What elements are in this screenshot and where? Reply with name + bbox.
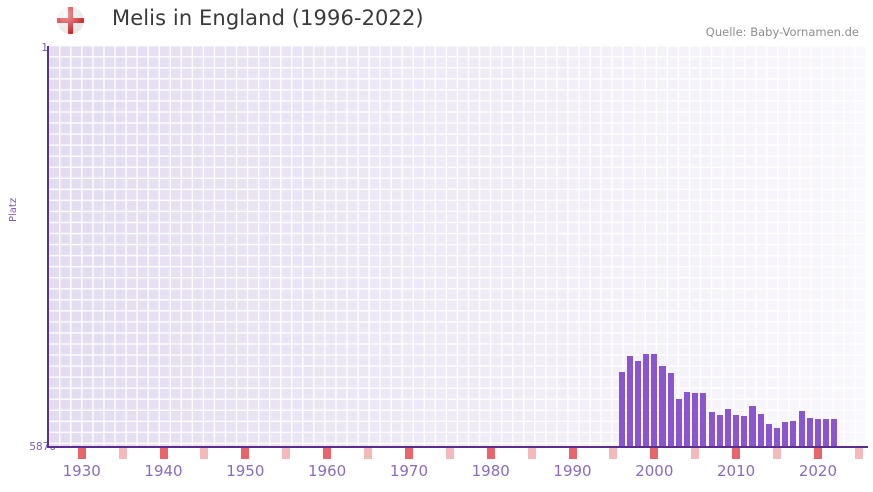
x-axis-minor-tick <box>118 448 127 459</box>
x-axis-minor-tick <box>200 448 209 459</box>
bar <box>741 416 748 446</box>
bar <box>700 392 707 446</box>
bar <box>692 392 699 446</box>
bar <box>798 410 805 446</box>
bar <box>790 421 797 446</box>
x-axis-major-tick <box>404 448 413 459</box>
england-flag-icon <box>57 7 84 34</box>
x-axis-tick-label: 1990 <box>553 462 592 480</box>
bar <box>765 423 772 446</box>
bar <box>823 419 830 446</box>
bar <box>757 413 764 446</box>
x-axis-major-tick <box>77 448 86 459</box>
bar <box>831 419 838 446</box>
x-axis-tick-label: 1950 <box>226 462 265 480</box>
x-axis-minor-tick <box>691 448 700 459</box>
x-axis-major-tick <box>241 448 250 459</box>
x-axis-minor-tick <box>527 448 536 459</box>
x-axis-tick-label: 2000 <box>635 462 674 480</box>
x-axis-line <box>47 446 868 448</box>
x-axis-minor-tick <box>282 448 291 459</box>
x-axis-major-tick <box>732 448 741 459</box>
x-axis-major-tick <box>323 448 332 459</box>
bar <box>733 414 740 446</box>
bar <box>626 356 633 446</box>
chart-title: Melis in England (1996-2022) <box>112 6 424 30</box>
x-axis-minor-tick <box>854 448 863 459</box>
x-axis-tick-label: 2010 <box>717 462 756 480</box>
x-axis-major-tick <box>486 448 495 459</box>
x-axis-minor-tick <box>364 448 373 459</box>
chart-header: Melis in England (1996-2022) Quelle: Bab… <box>0 0 873 40</box>
bar <box>634 360 641 446</box>
bar <box>618 372 625 446</box>
x-axis-minor-tick <box>445 448 454 459</box>
x-axis-major-tick <box>568 448 577 459</box>
bar <box>708 411 715 446</box>
bar <box>643 353 650 446</box>
bar <box>675 399 682 446</box>
x-axis-minor-tick <box>609 448 618 459</box>
x-axis-tick-label: 1970 <box>389 462 428 480</box>
bar <box>716 414 723 446</box>
x-axis-major-tick <box>813 448 822 459</box>
bar <box>749 406 756 446</box>
x-axis-tick-label: 2020 <box>798 462 837 480</box>
x-axis-major-tick <box>159 448 168 459</box>
bar <box>659 365 666 446</box>
bar <box>773 427 781 446</box>
y-axis-label: Platz <box>8 197 19 222</box>
x-axis-major-tick <box>650 448 659 459</box>
x-axis-tick-label: 1930 <box>62 462 101 480</box>
bar <box>782 421 789 446</box>
bar <box>724 408 731 446</box>
flag-gloss <box>57 7 84 34</box>
bar <box>667 373 674 446</box>
bar <box>684 391 691 446</box>
x-axis-minor-tick <box>773 448 782 459</box>
bar <box>806 418 813 446</box>
x-axis-tick-label: 1980 <box>471 462 510 480</box>
y-axis-line <box>47 46 49 447</box>
x-axis-tick-label: 1960 <box>308 462 347 480</box>
bar <box>814 419 821 446</box>
bar <box>651 354 658 446</box>
y-axis-tick-top: 1 <box>41 42 48 54</box>
plot-area <box>49 46 867 446</box>
chart-source-label: Quelle: Baby-Vornamen.de <box>705 25 859 39</box>
x-axis: 1930 1940 1950 1960 1970 1980 1990 2000 2010 2020 <box>0 448 873 492</box>
x-axis-tick-label: 1940 <box>144 462 183 480</box>
